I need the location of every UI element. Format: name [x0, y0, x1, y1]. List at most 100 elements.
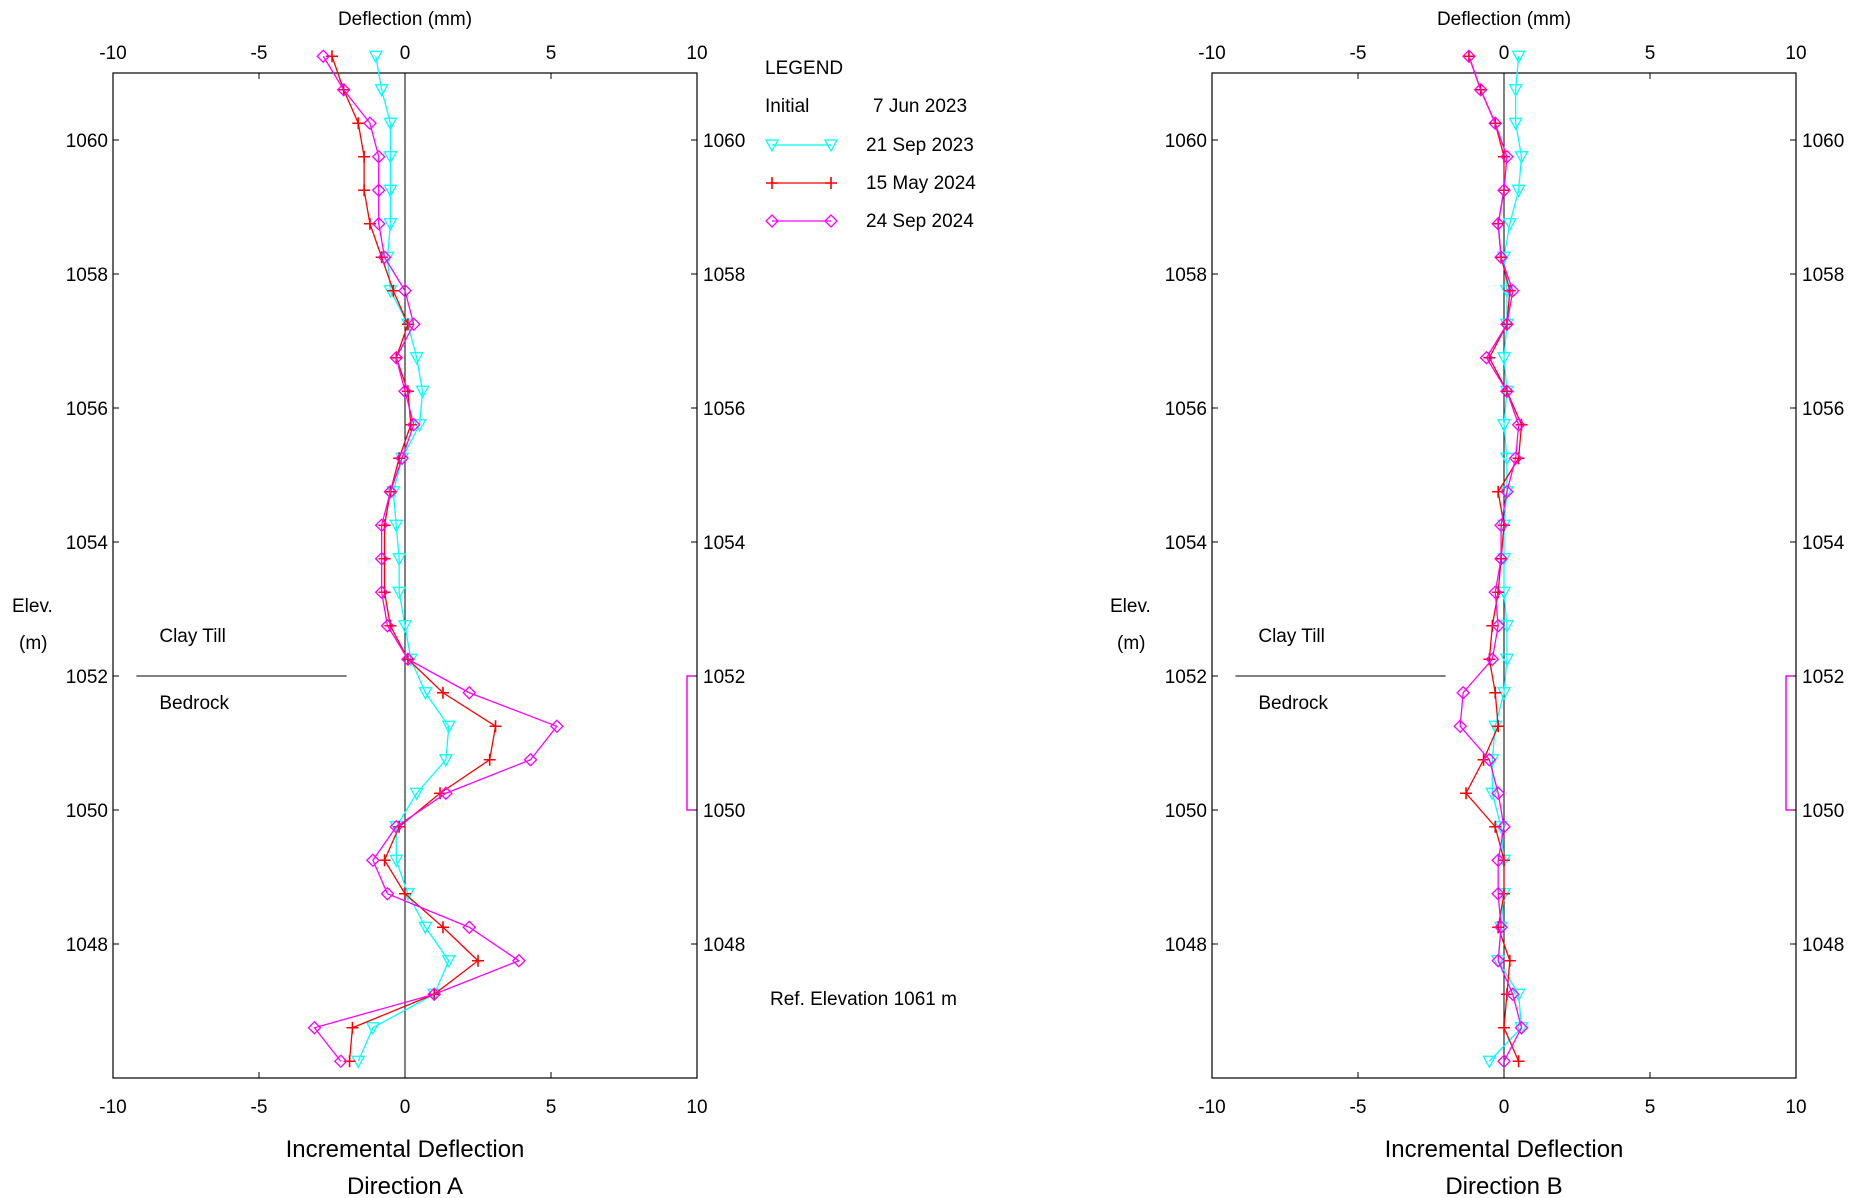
- y-tick-label-right: 1054: [703, 533, 746, 554]
- x-tick-label-bottom: -5: [251, 1097, 268, 1118]
- layer-label-clay-till: Clay Till: [1258, 626, 1325, 647]
- data-point: [307, 1020, 322, 1035]
- data-point: [1500, 149, 1514, 164]
- series-24-sep-2024: [1453, 49, 1529, 1069]
- legend-initial-label: Initial: [765, 96, 809, 117]
- legend-entry-label: 15 May 2024: [866, 173, 976, 194]
- data-point: [462, 920, 477, 935]
- data-point: [1500, 484, 1514, 499]
- x-tick-label-top: 0: [1499, 43, 1510, 64]
- legend-entry: 21 Sep 2023: [764, 135, 974, 156]
- data-point: [1482, 1055, 1497, 1069]
- data-point: [1453, 719, 1468, 734]
- data-point: [383, 484, 398, 499]
- y-tick-label-left: 1050: [1165, 801, 1207, 822]
- y-axis-label-unit: (m): [19, 633, 47, 654]
- data-point: [1508, 451, 1523, 466]
- data-point: [418, 921, 433, 935]
- y-tick-label-right: 1050: [703, 801, 745, 822]
- data-point: [1511, 50, 1526, 64]
- legend-entry-label: 24 Sep 2024: [866, 211, 974, 232]
- y-tick-label-right: 1048: [703, 935, 745, 956]
- data-point: [316, 49, 331, 64]
- data-point: [409, 787, 424, 801]
- data-point: [374, 84, 389, 98]
- data-point: [368, 50, 383, 64]
- legend-swatch-marker: [825, 177, 837, 189]
- data-point: [1505, 987, 1520, 1002]
- data-point: [1479, 350, 1494, 365]
- data-point: [371, 183, 386, 198]
- data-point: [392, 586, 407, 600]
- data-point: [1494, 518, 1508, 533]
- data-point: [1511, 988, 1526, 1002]
- legend-swatch-marker: [764, 139, 780, 153]
- data-point: [389, 519, 404, 533]
- x-tick-label-top: 5: [546, 43, 557, 64]
- y-tick-label-left: 1056: [66, 399, 108, 420]
- y-tick-label-left: 1048: [66, 935, 108, 956]
- data-point: [1491, 953, 1506, 968]
- x-axis-title: Incremental Deflection: [1385, 1136, 1624, 1163]
- data-point: [436, 921, 449, 934]
- data-point: [1491, 618, 1506, 633]
- data-point: [358, 150, 371, 163]
- x-tick-label-top: 10: [686, 43, 707, 64]
- data-point: [387, 284, 400, 297]
- y-tick-label-left: 1052: [66, 667, 108, 688]
- data-point: [399, 887, 411, 900]
- data-point: [1485, 787, 1500, 801]
- data-point: [1508, 84, 1523, 98]
- data-point: [346, 1021, 359, 1034]
- data-point: [462, 685, 477, 700]
- data-point: [365, 1022, 380, 1036]
- x-tick-label-bottom: 10: [1785, 1097, 1806, 1118]
- y-tick-label-right: 1052: [703, 667, 745, 688]
- y-tick-label-right: 1058: [703, 265, 745, 286]
- y-tick-label-right: 1048: [1802, 935, 1844, 956]
- y-tick-label-right: 1052: [1802, 667, 1844, 688]
- layer-label-bedrock: Bedrock: [1258, 693, 1328, 714]
- series-line: [1465, 56, 1523, 1062]
- data-point: [523, 752, 538, 767]
- data-point: [371, 149, 386, 164]
- data-point: [371, 216, 386, 231]
- data-point: [1491, 786, 1506, 801]
- x-tick-label-top: 10: [1785, 43, 1806, 64]
- data-point: [1489, 820, 1502, 833]
- data-point: [1502, 218, 1517, 232]
- data-point: [380, 618, 395, 633]
- data-point: [383, 151, 398, 165]
- data-point: [1496, 419, 1512, 433]
- data-point: [1514, 1020, 1529, 1035]
- data-point: [427, 987, 442, 1002]
- data-point: [1512, 1055, 1525, 1068]
- chart-subtitle: Direction B: [1445, 1173, 1562, 1198]
- data-point: [326, 50, 338, 63]
- data-point: [472, 954, 484, 967]
- y-tick-label-left: 1054: [66, 533, 109, 554]
- x-tick-label-bottom: -10: [1198, 1097, 1225, 1118]
- x-tick-label-bottom: -10: [99, 1097, 126, 1118]
- data-point: [441, 955, 456, 969]
- data-point: [1515, 418, 1528, 431]
- ref-elevation-note: Ref. Elevation 1061 m: [770, 989, 957, 1010]
- data-point: [1491, 853, 1506, 868]
- data-point: [1494, 551, 1508, 566]
- y-tick-label-right: 1054: [1802, 533, 1845, 554]
- data-point: [406, 417, 421, 432]
- chart-subtitle: Direction A: [347, 1173, 463, 1198]
- chart-panel-b: -10 -10 -5 -5 0 0 5 5 10 10 1048 1048 1050 1050 1052 10…: [1110, 9, 1845, 1198]
- data-point: [398, 283, 412, 298]
- series-line: [331, 56, 497, 1062]
- data-point: [374, 585, 389, 600]
- data-point: [383, 184, 398, 198]
- data-point: [365, 853, 380, 868]
- data-point: [1462, 49, 1476, 64]
- x-tick-label-bottom: 5: [1645, 1097, 1656, 1118]
- y-tick-label-right: 1058: [1802, 265, 1844, 286]
- data-point: [404, 418, 417, 431]
- data-point: [393, 452, 406, 465]
- legend-swatch-marker: [824, 214, 838, 228]
